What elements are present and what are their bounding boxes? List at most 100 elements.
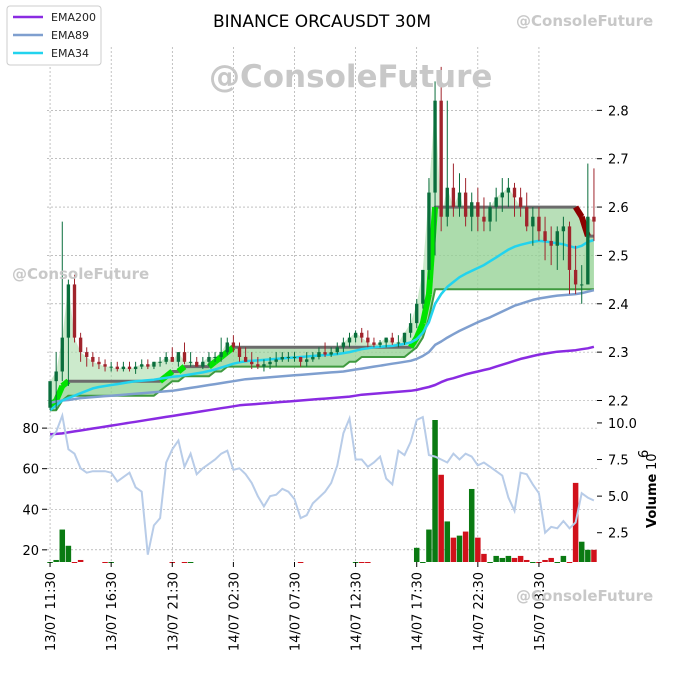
- candle-body: [237, 347, 242, 357]
- volume-bar: [591, 549, 597, 562]
- candle-body: [262, 364, 266, 367]
- candle-body: [78, 337, 83, 353]
- cloud-fill: [50, 100, 594, 411]
- candle-body: [286, 356, 291, 358]
- candle-body: [323, 352, 327, 355]
- candle-body: [66, 284, 71, 338]
- candle-body: [280, 356, 284, 360]
- candle-body: [201, 361, 205, 367]
- candle-body: [219, 352, 223, 357]
- volume-tick-label: 5.0: [608, 490, 629, 505]
- band-rise-segment: [60, 378, 71, 389]
- candle-body: [512, 187, 517, 198]
- price-tick-label: 2.3: [608, 346, 629, 361]
- candle-body: [531, 216, 535, 227]
- candle-body: [176, 352, 181, 362]
- candle-body: [133, 366, 138, 370]
- volume-bar: [493, 555, 499, 562]
- candle-body: [506, 187, 511, 193]
- candle-body: [408, 323, 413, 333]
- watermark-text: @ConsoleFuture: [12, 265, 149, 283]
- candle-body: [146, 364, 150, 367]
- watermark-text: @ConsoleFuture: [516, 12, 653, 30]
- candle-body: [525, 207, 529, 227]
- volume-bar: [499, 557, 506, 562]
- band-fall-segment: [573, 205, 585, 219]
- volume-bar: [585, 549, 591, 562]
- candle-body: [543, 231, 547, 241]
- watermarks: @ConsoleFuture @ConsoleFuture @ConsoleFutu…: [12, 12, 653, 605]
- ema34-line: [49, 238, 595, 412]
- volume-bar: [181, 562, 188, 563]
- candle-body: [555, 231, 559, 246]
- volume-bar: [560, 555, 567, 562]
- x-tick-label: 14/07 12:30: [350, 572, 365, 651]
- band-rise-segment: [213, 354, 224, 365]
- band-rise-segment: [53, 384, 66, 402]
- candle-body: [152, 361, 156, 367]
- candle-body: [451, 187, 456, 208]
- price-area: [48, 66, 596, 436]
- gridlines: [47, 47, 597, 562]
- volume-line: [49, 411, 595, 555]
- left-tick-label: 60: [22, 463, 39, 478]
- candle-body: [207, 356, 211, 362]
- volume-bar: [420, 562, 426, 563]
- candle-body: [170, 356, 174, 362]
- volume-bar: [187, 562, 194, 563]
- candle-body: [85, 352, 89, 357]
- candle-body: [317, 352, 321, 357]
- candle-body: [457, 192, 462, 208]
- candle-body: [518, 197, 523, 208]
- legend: EMA200 EMA89 EMA34: [6, 5, 102, 66]
- candle-body: [109, 366, 113, 368]
- volume-bar: [65, 545, 72, 562]
- price-tick-label: 2.2: [608, 394, 629, 409]
- candle-body: [298, 356, 303, 362]
- volume-axis-exponent-power: 6: [637, 450, 652, 458]
- volume-bar: [297, 562, 304, 563]
- legend-label: EMA89: [51, 29, 89, 42]
- candle-body: [213, 356, 217, 358]
- candle-body: [470, 202, 474, 217]
- volume-bar: [487, 562, 493, 563]
- candle-body: [561, 226, 566, 232]
- candle-body: [335, 347, 339, 353]
- candle-body: [537, 216, 541, 232]
- volume-bar: [554, 562, 561, 563]
- candle-body: [292, 356, 297, 358]
- volume-bar: [517, 555, 524, 562]
- candle-body: [127, 366, 132, 370]
- candle-body: [305, 359, 309, 362]
- volume-bar: [530, 562, 536, 563]
- candle-body: [243, 356, 248, 362]
- candle-body: [341, 342, 346, 348]
- volume-bar: [413, 547, 420, 562]
- candle-body: [500, 192, 504, 198]
- volume-bar: [365, 562, 371, 563]
- candle-body: [140, 364, 144, 367]
- volume-tick-label: 10.0: [608, 417, 637, 432]
- candle-body: [488, 207, 492, 222]
- candle-body: [580, 284, 584, 286]
- volume-tick-label: 7.5: [608, 454, 629, 469]
- candle-body: [433, 100, 437, 193]
- axes: 2.2 2.3 2.4 2.5 2.6 2.7 2.8 20 40 60 80 2.5 5.0 7.5 10…: [22, 104, 660, 651]
- candle-body: [353, 332, 358, 338]
- candle-body: [476, 202, 480, 217]
- candle-body: [103, 364, 107, 367]
- candle-body: [115, 366, 119, 370]
- candle-body: [402, 332, 407, 343]
- volume-tick-label: 2.5: [608, 527, 629, 542]
- price-tick-label: 2.6: [608, 201, 629, 216]
- candle-body: [182, 352, 187, 362]
- volume-bar: [462, 531, 469, 562]
- candle-body: [592, 216, 596, 222]
- price-tick-label: 2.5: [608, 249, 629, 264]
- candle-body: [91, 356, 95, 362]
- volume-bar: [523, 559, 530, 562]
- volume-axis-label: Volume: [645, 473, 660, 528]
- price-tick-label: 2.8: [608, 104, 629, 119]
- volume-bar: [456, 535, 463, 562]
